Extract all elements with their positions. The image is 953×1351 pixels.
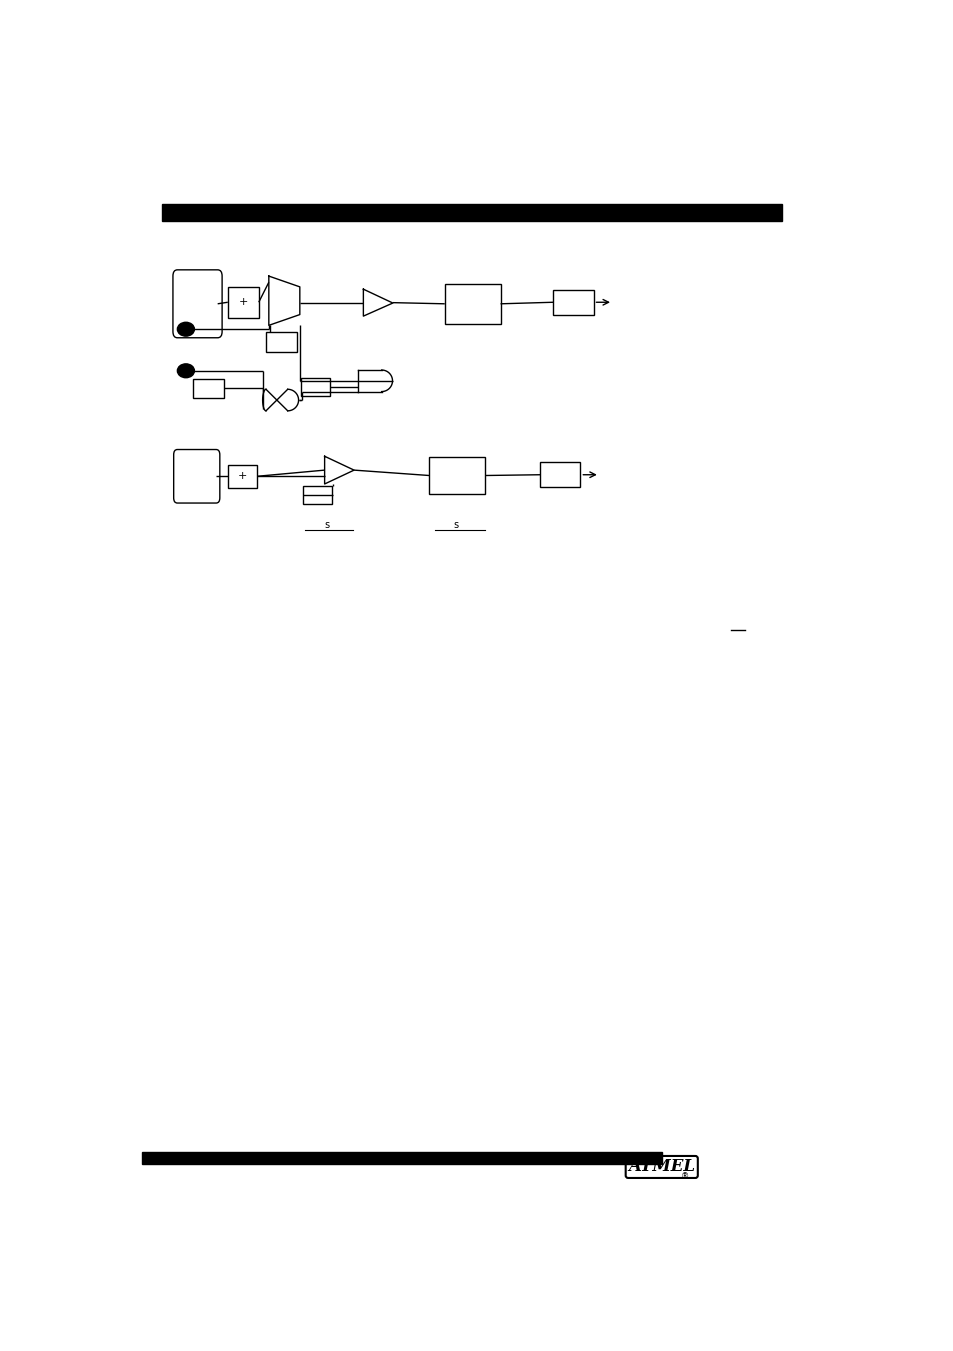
Text: +: +	[238, 297, 248, 307]
Text: s: s	[324, 520, 329, 530]
Ellipse shape	[177, 323, 194, 336]
Bar	[553, 290, 593, 315]
Text: ®: ®	[680, 1173, 688, 1182]
Bar	[142, 1151, 661, 1165]
Bar	[266, 331, 297, 351]
Bar	[162, 204, 781, 222]
FancyBboxPatch shape	[173, 450, 219, 503]
Bar	[429, 457, 484, 494]
Bar	[300, 378, 330, 396]
Text: +: +	[237, 471, 247, 481]
Bar	[539, 462, 579, 488]
Bar	[444, 284, 500, 324]
Bar	[303, 485, 332, 504]
Bar	[193, 380, 224, 397]
Bar	[228, 286, 258, 317]
Text: s: s	[454, 520, 458, 530]
Bar	[228, 465, 257, 488]
FancyBboxPatch shape	[172, 270, 222, 338]
Text: ATMEL: ATMEL	[627, 1158, 695, 1175]
Ellipse shape	[177, 363, 194, 378]
